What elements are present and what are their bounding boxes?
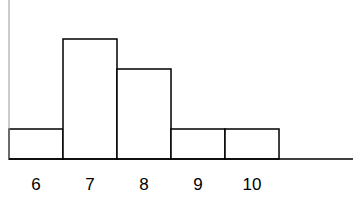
x-tick-label: 9: [193, 175, 202, 194]
histogram-bar: [117, 69, 171, 159]
chart: 6 7 8 9 10: [0, 0, 353, 207]
histogram-bar: [225, 129, 279, 159]
histogram-bar: [171, 129, 225, 159]
x-tick-label: 10: [243, 175, 262, 194]
bars: [9, 39, 279, 159]
x-tick-label: 8: [139, 175, 148, 194]
x-tick-label: 7: [85, 175, 94, 194]
histogram-bar: [9, 129, 63, 159]
x-tick-label: 6: [31, 175, 40, 194]
histogram-bar: [63, 39, 117, 159]
y-axis-line: [9, 0, 10, 159]
x-axis-line: [9, 158, 353, 160]
